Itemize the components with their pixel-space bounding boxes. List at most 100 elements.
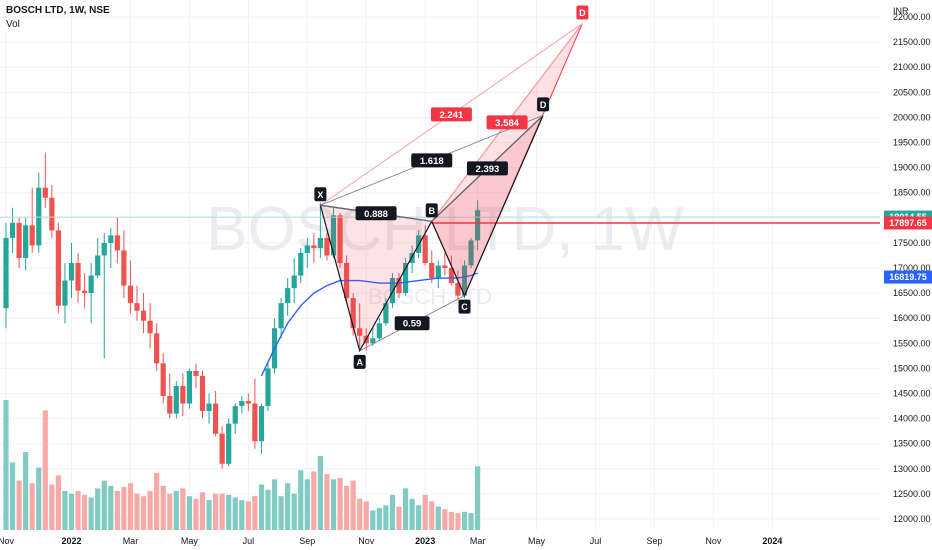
candle xyxy=(468,237,474,269)
candle-body xyxy=(461,265,468,296)
candle xyxy=(108,227,114,269)
volume-bar xyxy=(186,496,192,530)
volume-bar xyxy=(416,505,422,530)
candle-body xyxy=(180,385,186,404)
price-tick-label: 13000.00 xyxy=(893,464,931,474)
point-label-text: X xyxy=(317,190,323,200)
volume-bar xyxy=(206,500,212,530)
candle-body xyxy=(16,222,22,258)
time-tick-label: Sep xyxy=(646,536,662,546)
candle-body xyxy=(42,187,48,198)
volume-bar xyxy=(435,506,441,530)
candle-body xyxy=(219,433,225,464)
point-label-bg xyxy=(425,203,438,218)
candle-body xyxy=(68,262,75,281)
candle-body xyxy=(62,280,68,306)
price-tick-label: 19000.00 xyxy=(893,163,931,173)
candle-body xyxy=(154,333,160,364)
candle-body xyxy=(252,403,258,442)
candle-body xyxy=(396,278,402,294)
candle-body xyxy=(245,401,251,404)
candle-body xyxy=(239,401,245,407)
volume-bar xyxy=(370,510,376,530)
candle xyxy=(134,285,140,321)
candle xyxy=(448,255,454,286)
candle-body xyxy=(402,262,409,294)
candle-body xyxy=(147,320,153,334)
volume-bar xyxy=(9,462,16,530)
volume-bar xyxy=(160,485,166,530)
volume-bar xyxy=(49,484,55,530)
volume-bar xyxy=(16,480,22,530)
volume-bar xyxy=(23,452,29,530)
candle xyxy=(127,260,134,314)
candle-body xyxy=(140,310,147,321)
price-badge-text: 16819.75 xyxy=(889,272,927,282)
candle xyxy=(298,247,304,284)
time-tick-label: May xyxy=(528,536,546,546)
price-tick-label: 20500.00 xyxy=(893,87,931,97)
candle-body xyxy=(49,197,55,231)
candle xyxy=(75,252,81,304)
volume-label: Vol xyxy=(6,19,20,30)
candle xyxy=(226,418,232,467)
volume-bar xyxy=(199,492,206,530)
time-tick-label: Jul xyxy=(243,536,255,546)
candle-body xyxy=(448,268,454,284)
price-tick-label: 17500.00 xyxy=(893,238,931,248)
candle-body xyxy=(186,370,192,404)
candle-body xyxy=(36,187,42,246)
price-badge-bg xyxy=(884,216,932,230)
candle xyxy=(429,250,435,284)
volume-bar xyxy=(232,497,238,530)
candle xyxy=(402,257,409,296)
pattern-point-x: X xyxy=(314,187,327,202)
pattern-point-c: C xyxy=(458,299,471,314)
volume-bar xyxy=(95,488,101,530)
symbol-title: BOSCH LTD, 1W, NSE xyxy=(6,5,110,16)
volume-bar xyxy=(271,479,278,530)
candle xyxy=(252,378,258,449)
price-tick-label: 12000.00 xyxy=(893,514,931,524)
price-tick-label: 21000.00 xyxy=(893,62,931,72)
point-label-text: A xyxy=(356,357,363,367)
point-label-text: B xyxy=(429,206,436,216)
volume-bar xyxy=(108,485,114,530)
ratio-label: 2.393 xyxy=(466,161,508,176)
volume-bar xyxy=(88,497,94,530)
moving-average-line xyxy=(260,272,478,377)
volume-bar xyxy=(134,493,140,530)
volume-bar xyxy=(409,498,415,530)
volume-bar xyxy=(389,494,396,530)
point-label-bg xyxy=(537,97,550,112)
volume-bar xyxy=(62,491,68,530)
price-tick-label: 13500.00 xyxy=(893,439,931,449)
time-tick-label: Nov xyxy=(705,536,722,546)
currency-label: INR xyxy=(893,6,909,16)
candle-body xyxy=(23,225,29,258)
candle-body xyxy=(475,210,481,241)
price-tick-label: 21500.00 xyxy=(893,37,931,47)
point-label-bg xyxy=(458,299,471,314)
candle-body xyxy=(213,403,219,434)
volume-bar xyxy=(461,511,468,530)
candle xyxy=(36,172,42,253)
candle xyxy=(409,245,415,274)
volume-bar xyxy=(344,485,350,530)
candle xyxy=(330,207,337,258)
volume-bar xyxy=(468,513,474,530)
price-tick-label: 18500.00 xyxy=(893,188,931,198)
price-tick-label: 15500.00 xyxy=(893,338,931,348)
time-axis: Nov 2022 Mar May Jul Sep Nov 2023 Mar May Jul Sep No… xyxy=(0,536,782,546)
candle xyxy=(180,373,186,417)
volume-bar xyxy=(278,496,284,530)
volume-bar xyxy=(82,494,88,530)
ratio-label-text: 2.393 xyxy=(476,164,500,175)
candle xyxy=(455,270,461,301)
volume-bar xyxy=(448,511,454,530)
candle xyxy=(29,187,35,253)
time-tick-label: May xyxy=(181,536,199,546)
candle xyxy=(324,232,330,261)
